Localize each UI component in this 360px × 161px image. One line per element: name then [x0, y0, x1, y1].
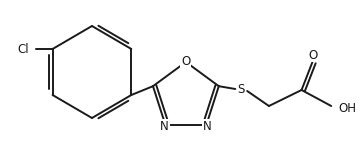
Text: O: O [181, 55, 190, 67]
Text: O: O [309, 48, 318, 62]
Text: Cl: Cl [17, 43, 29, 56]
Text: N: N [160, 120, 169, 133]
Text: N: N [203, 120, 212, 133]
Text: OH: OH [338, 101, 356, 114]
Text: S: S [238, 82, 245, 95]
